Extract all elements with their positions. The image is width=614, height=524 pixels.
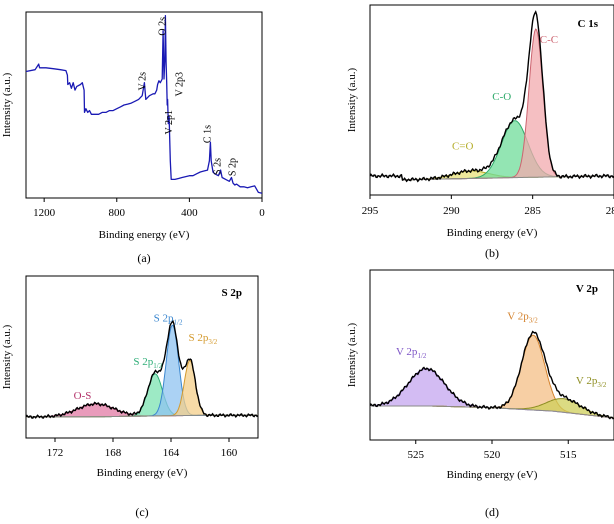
series-line-survey bbox=[25, 15, 263, 194]
x-tick-label: 280 bbox=[606, 205, 614, 217]
x-tick-label: 290 bbox=[443, 205, 460, 217]
panel-label: (d) bbox=[485, 505, 499, 519]
peak-fill-1 bbox=[370, 335, 614, 418]
peak-label-2: S 2p1/2 bbox=[154, 312, 183, 326]
chart-title: V 2p bbox=[576, 283, 598, 295]
x-axis-label: Binding energy (eV) bbox=[97, 467, 188, 479]
x-tick-label: 400 bbox=[181, 207, 198, 219]
y-axis-label: Intensity (a.u.) bbox=[346, 67, 358, 132]
y-axis-label: Intensity (a.u.) bbox=[1, 324, 13, 389]
peak-fill-2 bbox=[370, 29, 614, 180]
peak-label-1: V 2p3/2 bbox=[507, 310, 538, 324]
x-tick-label: 160 bbox=[221, 447, 238, 459]
chart-panel-a: 1200 800 400 0 Binding energy (eV) Intensity … bbox=[1, 11, 265, 265]
peak-fill-0 bbox=[26, 403, 258, 417]
x-axis-label: Binding energy (eV) bbox=[447, 227, 538, 239]
peak-fill-2 bbox=[26, 325, 258, 417]
envelope-line bbox=[369, 330, 614, 420]
peak-fill-1 bbox=[370, 120, 614, 180]
x-tick-label: 515 bbox=[560, 449, 577, 461]
chart-panel-c: 172 168 164 160 Binding energy (eV) Intensity… bbox=[1, 275, 259, 519]
chart-panel-d: 525 520 515 Binding energy (eV) Intensity (a… bbox=[346, 269, 614, 519]
x-tick-label: 168 bbox=[105, 447, 122, 459]
peak-outline-2 bbox=[26, 324, 258, 418]
peak-annotation: V 2s bbox=[138, 72, 149, 91]
x-axis-label: Binding energy (eV) bbox=[99, 229, 190, 241]
peak-fill-1 bbox=[26, 373, 258, 417]
peak-annotation: C 1s bbox=[202, 125, 213, 143]
peak-label-2: V 2p3/2 bbox=[576, 375, 607, 389]
x-tick-label: 800 bbox=[109, 207, 126, 219]
peak-fill-2 bbox=[370, 398, 614, 418]
peak-label-0: V 2p1/2 bbox=[396, 346, 427, 360]
y-axis-label: Intensity (a.u.) bbox=[346, 322, 358, 387]
x-tick-label: 1200 bbox=[33, 207, 56, 219]
panel-label: (c) bbox=[135, 505, 148, 519]
x-tick-label: 172 bbox=[47, 447, 64, 459]
peak-annotation: S 2p bbox=[228, 158, 239, 176]
x-tick-label: 295 bbox=[362, 205, 379, 217]
y-axis-label: Intensity (a.u.) bbox=[1, 72, 13, 137]
peak-annotation: V 2p3 bbox=[175, 72, 186, 97]
x-tick-label: 285 bbox=[524, 205, 541, 217]
x-axis-label: Binding energy (eV) bbox=[447, 469, 538, 481]
chart-title: S 2p bbox=[222, 287, 243, 299]
peak-label-3: S 2p3/2 bbox=[188, 332, 217, 346]
plot-frame bbox=[25, 11, 263, 199]
peak-label-1: C-O bbox=[492, 91, 511, 103]
plot-frame bbox=[369, 4, 614, 196]
peak-label-0: O-S bbox=[74, 390, 92, 402]
envelope-line bbox=[25, 319, 259, 419]
plot-frame bbox=[25, 275, 259, 439]
peak-annotation: O 2s bbox=[157, 17, 168, 36]
peak-annotation: V 2p1 bbox=[164, 110, 175, 135]
envelope-line bbox=[369, 10, 614, 183]
peak-label-2: C-C bbox=[540, 34, 558, 46]
panel-label: (a) bbox=[137, 251, 150, 265]
chart-title: C 1s bbox=[578, 18, 599, 30]
x-tick-label: 164 bbox=[163, 447, 180, 459]
x-tick-label: 525 bbox=[408, 449, 425, 461]
peak-annotation: S 2s bbox=[213, 158, 224, 175]
x-tick-label: 0 bbox=[259, 207, 265, 219]
panel-label: (b) bbox=[485, 246, 499, 260]
chart-panel-b: 295 290 285 280 Binding energy (eV) Intensity… bbox=[346, 4, 614, 260]
peak-outline-2 bbox=[370, 28, 614, 181]
peak-label-0: C=O bbox=[452, 140, 474, 152]
peak-label-1: S 2p1/2 bbox=[133, 356, 162, 370]
x-tick-label: 520 bbox=[484, 449, 501, 461]
